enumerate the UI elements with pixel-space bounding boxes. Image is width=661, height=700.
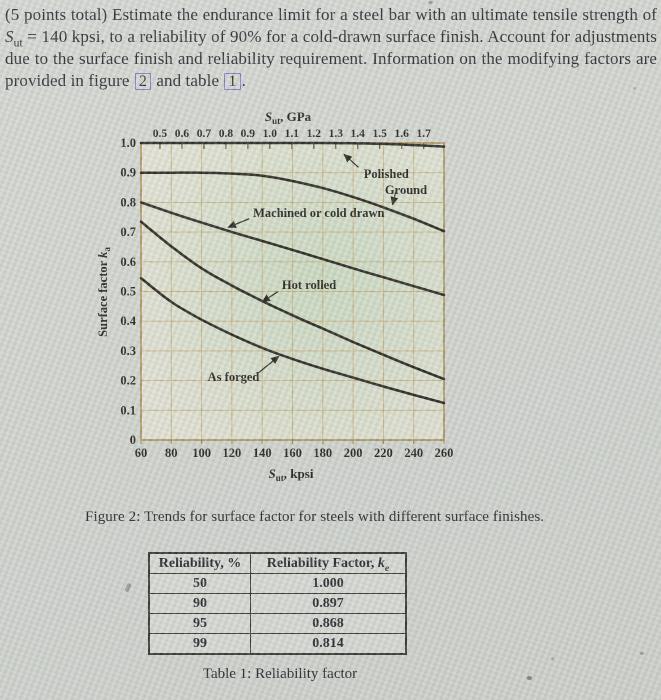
y-axis-tick-label: 0.6: [120, 255, 136, 269]
top-axis-tick-label: 1.5: [373, 128, 388, 140]
x-axis-tick-label: 80: [165, 446, 178, 460]
y-axis-tick-label: 0.3: [120, 344, 136, 358]
table-cell: 0.868: [250, 613, 407, 634]
reference-box: 2: [134, 73, 152, 90]
surface-factor-chart: 0.5 0.6 0.7 0.8 0.9 1.0 1.1 1.2 1.3 1.4 1.5 1.6 1.7 S…: [96, 109, 454, 483]
table-cell: 50: [148, 573, 251, 594]
x-axis-tick-label: 60: [135, 446, 148, 460]
table-row: 90 0.897: [148, 593, 407, 614]
top-axis-tick-label: 0.8: [219, 128, 234, 140]
scan-speck: [428, 1, 433, 4]
figure-caption: Figure 2: Trends for surface factor for …: [85, 509, 545, 525]
annotation-arrow: [256, 355, 280, 375]
scan-speck: [640, 652, 644, 655]
y-axis-tick-label: 0.1: [120, 403, 136, 417]
top-axis-tick-label: 1.7: [416, 128, 431, 140]
x-axis-tick-label: 120: [223, 446, 242, 460]
top-axis-tick-label: 0.7: [197, 128, 212, 140]
annotation-arrow: [261, 290, 279, 303]
table-cell: 99: [148, 633, 251, 655]
table-header-cell: Reliability, %: [148, 552, 251, 574]
y-axis-title: Surface factor ka: [96, 247, 112, 337]
y-axis-tick-label: 0.7: [120, 225, 136, 239]
top-axis-tick-label: 0.5: [153, 128, 168, 140]
top-axis-tick-label: 1.0: [263, 128, 278, 140]
x-axis-title: Sut, kpsi: [269, 466, 314, 483]
x-axis-tick-label: 100: [192, 446, 211, 460]
curve-polished: [139, 141, 446, 148]
x-axis-tick-label: 220: [374, 446, 393, 460]
top-axis-tick-label: 1.6: [394, 128, 409, 140]
curve-as-forged: [139, 276, 446, 405]
y-axis-tick-label: 0: [130, 433, 136, 447]
annotation-arrow: [343, 153, 359, 168]
y-axis-tick-label: 0.4: [120, 314, 136, 328]
curve-label-machined-or-cold-drawn: Machined or cold drawn: [253, 206, 384, 220]
table-cell: 95: [148, 613, 251, 634]
top-axis-tick-label: 1.3: [329, 128, 344, 140]
x-axis-tick-label: 200: [344, 446, 363, 460]
x-axis-tick-label: 180: [313, 446, 332, 460]
table-row: 95 0.868: [148, 613, 407, 634]
y-axis-tick-label: 0.5: [120, 285, 136, 299]
y-axis-tick-label: 0.9: [120, 166, 136, 180]
scan-speck: [551, 657, 554, 660]
table-header-row: Reliability, % Reliability Factor, ke: [148, 552, 407, 574]
top-axis-tick-label: 1.4: [351, 128, 366, 140]
y-axis-tick-label: 1.0: [120, 136, 136, 150]
annotation-arrow: [390, 189, 399, 206]
curve-ground: [139, 171, 446, 233]
table-cell: 1.000: [250, 573, 407, 594]
y-axis-tick-label: 0.2: [120, 374, 136, 388]
table-cell: 0.897: [250, 593, 407, 614]
table-row: 99 0.814: [148, 633, 407, 655]
scan-speck: [124, 582, 132, 593]
top-axis-title: Sut, GPa: [265, 109, 312, 126]
scan-speck: [633, 87, 636, 90]
problem-statement: (5 points total) Estimate the endurance …: [5, 5, 657, 90]
curve-hot-rolled: [139, 220, 446, 381]
table-cell: 90: [148, 593, 251, 614]
annotation-arrow: [227, 218, 250, 228]
table-row: 50 1.000: [148, 573, 407, 594]
y-axis-tick-label: 0.8: [120, 195, 136, 209]
figure-2-chart: 0.5 0.6 0.7 0.8 0.9 1.0 1.1 1.2 1.3 1.4 1.5 1.6 1.7 S…: [95, 108, 463, 490]
top-axis-tick-label: 1.1: [285, 128, 300, 140]
curve-label-as-forged: As forged: [208, 370, 260, 384]
table-header-cell: Reliability Factor, ke: [250, 552, 407, 574]
x-axis-tick-label: 160: [283, 446, 302, 460]
scan-speck: [527, 676, 532, 680]
curve-label-ground: Ground: [385, 183, 427, 197]
table-caption: Table 1: Reliability factor: [202, 666, 358, 682]
curve-machined-or-cold-drawn: [139, 201, 446, 297]
curve-label-hot-rolled: Hot rolled: [282, 278, 336, 292]
reliability-table: Reliability, % Reliability Factor, ke 50 1.…: [148, 552, 407, 655]
top-axis-tick-label: 0.9: [241, 128, 256, 140]
x-axis-tick-label: 260: [435, 446, 454, 460]
top-axis-tick-label: 1.2: [307, 128, 322, 140]
math-variable: Sut: [5, 27, 23, 50]
table-cell: 0.814: [250, 633, 407, 655]
x-axis-tick-label: 240: [404, 446, 423, 460]
curve-label-polished: Polished: [364, 167, 409, 181]
top-axis-tick-label: 0.6: [175, 128, 190, 140]
x-axis-tick-label: 140: [253, 446, 272, 460]
reference-box: 1: [224, 73, 241, 90]
